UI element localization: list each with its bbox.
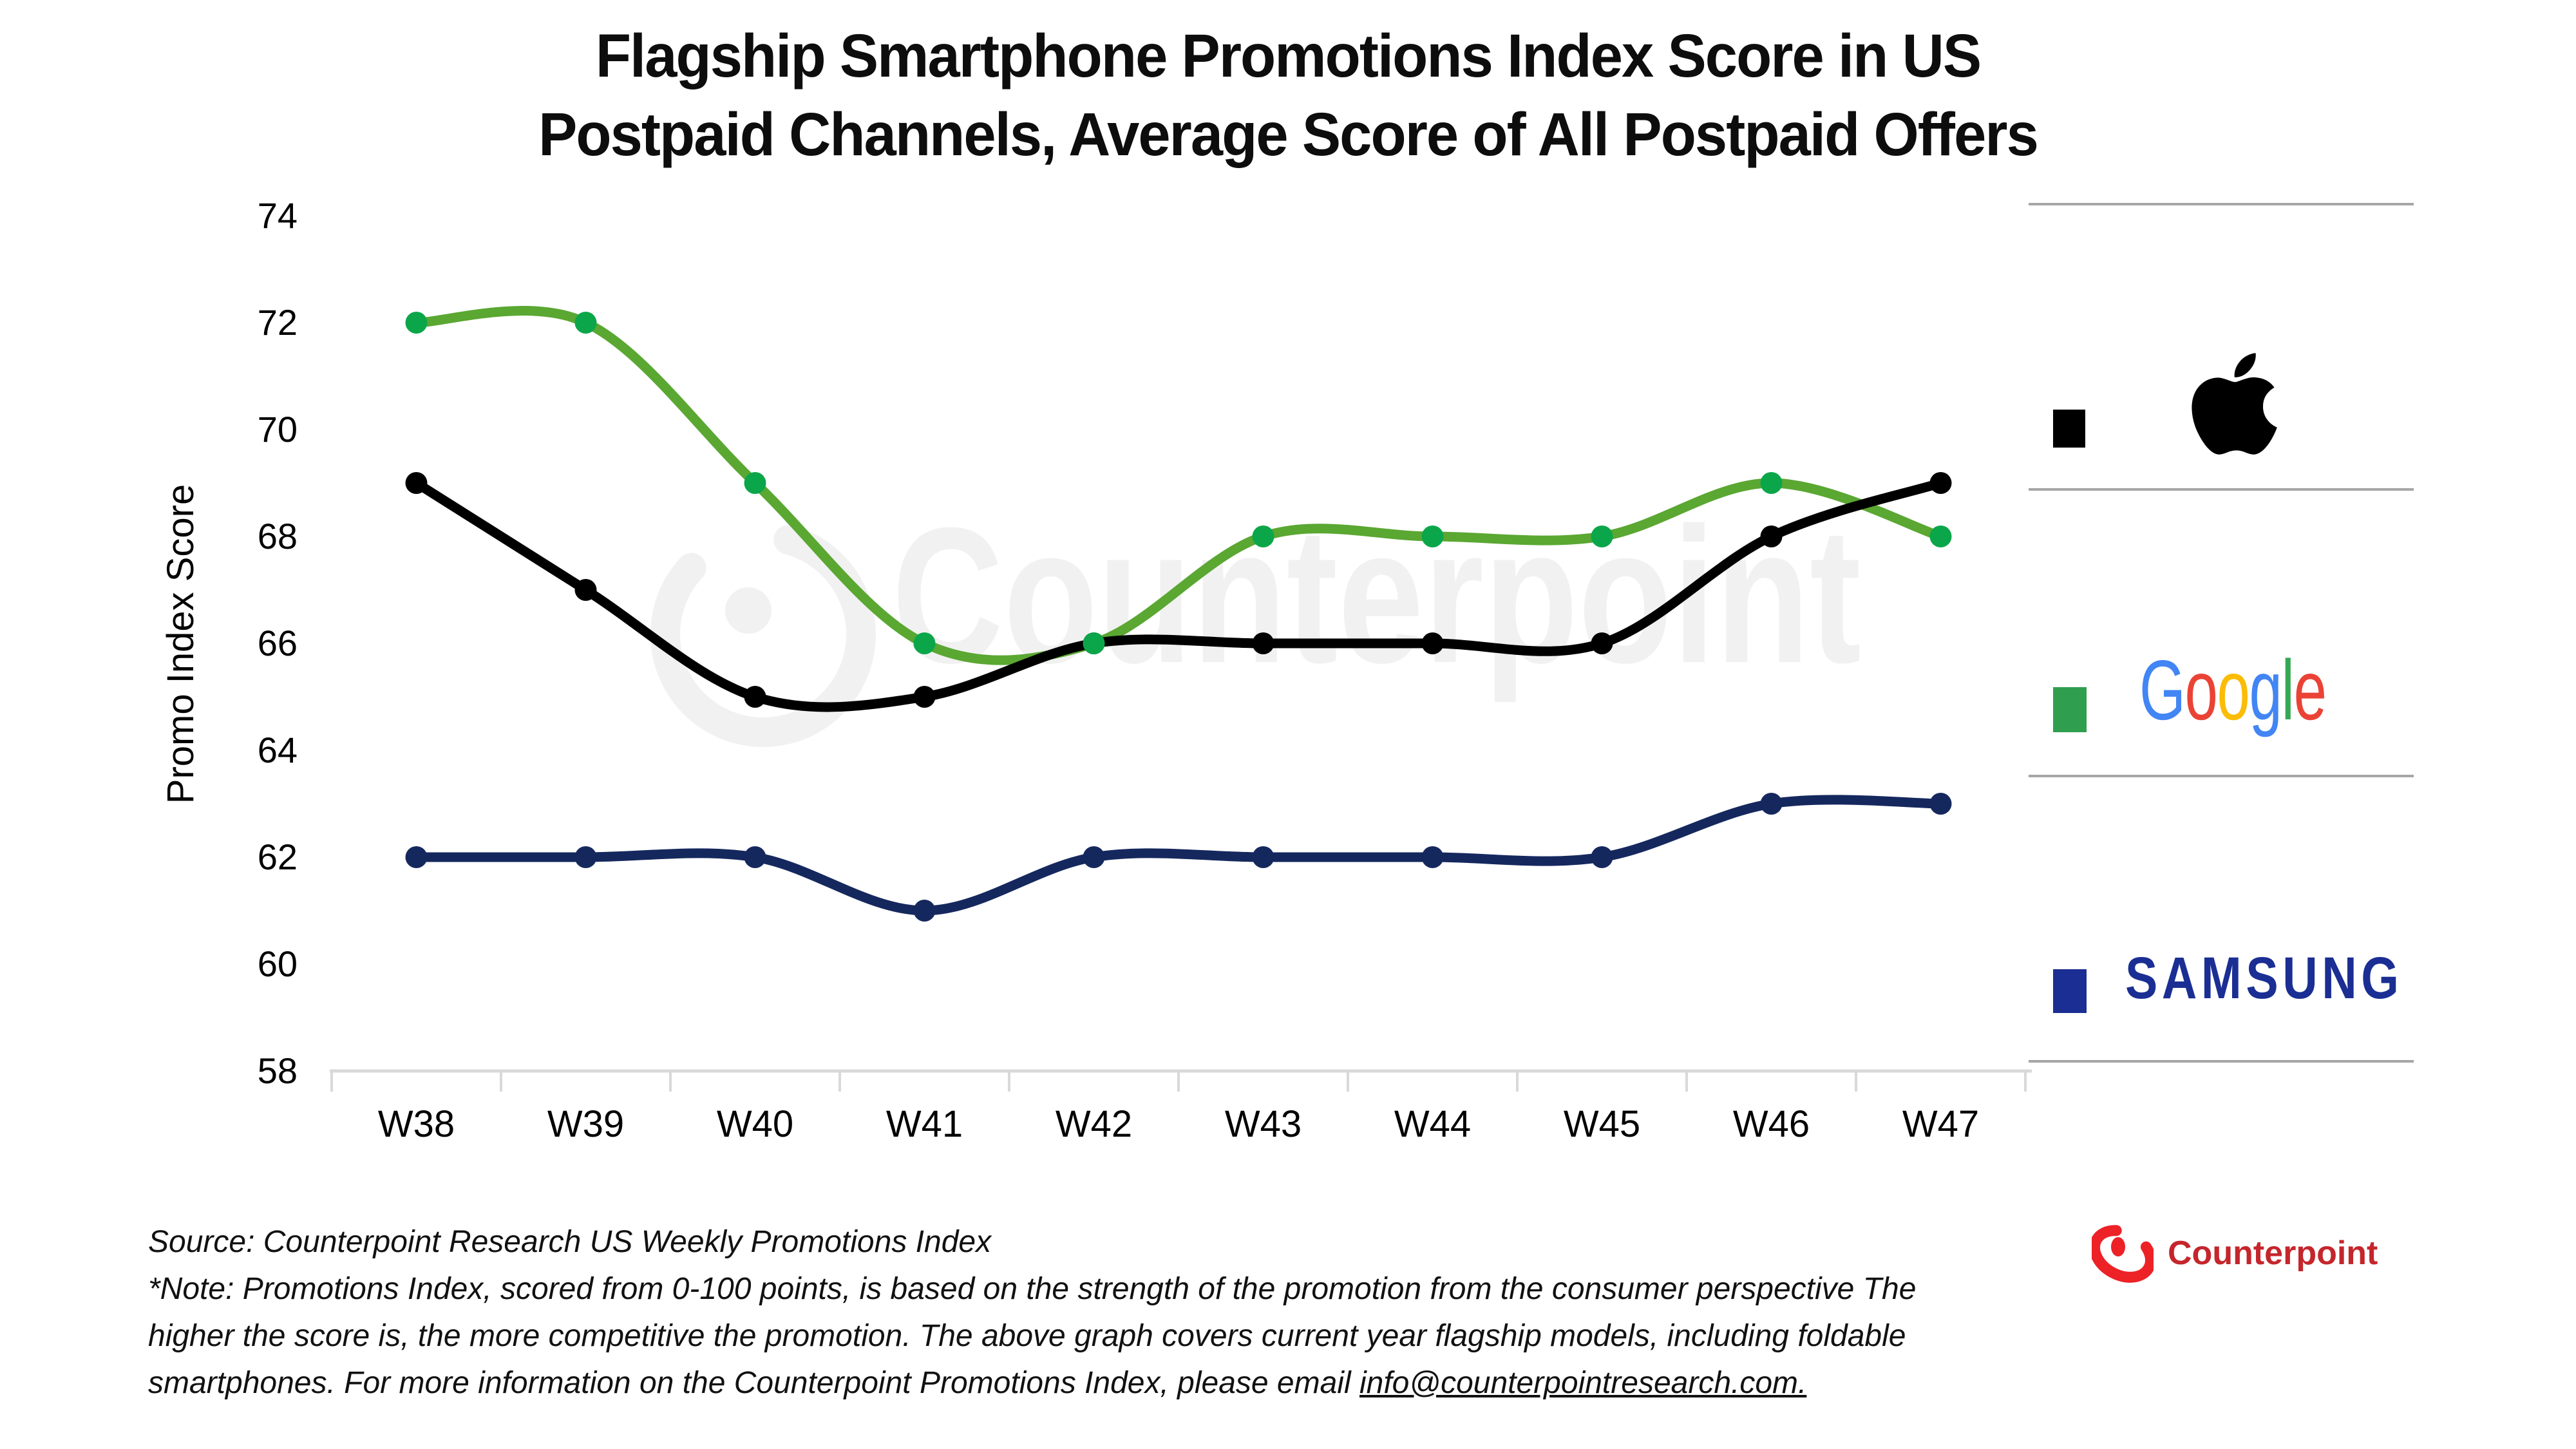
chart-title: Flagship Smartphone Promotions Index Sco…: [64, 17, 2512, 174]
x-tick-label: W39: [547, 1103, 624, 1145]
legend-swatch-apple: [2053, 410, 2085, 448]
series-markers-samsung: [405, 793, 1952, 922]
counterpoint-logo: Counterpoint: [2092, 1211, 2378, 1296]
data-point: [744, 686, 766, 708]
google-logo: Google: [2139, 648, 2327, 733]
series-line-apple: [412, 478, 1946, 712]
data-point: [1929, 526, 1952, 547]
data-point: [744, 472, 766, 494]
email-link[interactable]: info@counterpointresearch.com.: [1359, 1366, 1807, 1400]
note-line-3: smartphones. For more information on the…: [148, 1359, 2016, 1406]
google-letter: o: [2184, 643, 2217, 737]
watermark-ring-icon: [650, 522, 876, 747]
x-tick-label: W38: [378, 1103, 455, 1145]
series-markers-google: [405, 312, 1952, 654]
data-point: [1929, 472, 1952, 494]
y-tick-label: 72: [258, 302, 298, 343]
legend-swatch-samsung: [2053, 969, 2087, 1013]
legend-panel: Google SAMSUNG: [2029, 203, 2421, 1063]
data-point: [1421, 526, 1444, 547]
data-point: [405, 472, 428, 494]
data-point: [574, 846, 597, 868]
counterpoint-mark-icon: [2092, 1225, 2154, 1283]
data-point: [1252, 526, 1274, 547]
chart-title-line2: Postpaid Channels, Average Score of All …: [538, 100, 2039, 169]
data-point: [574, 579, 597, 601]
data-point: [1591, 526, 1613, 547]
data-point: [913, 900, 936, 922]
note-line-2: higher the score is, the more competitiv…: [148, 1319, 1906, 1353]
data-point: [405, 312, 428, 334]
y-tick-label: 68: [258, 516, 298, 556]
source-note: Source: Counterpoint Research US Weekly …: [148, 1218, 2016, 1406]
x-tick-label: W40: [717, 1103, 793, 1145]
series-line-samsung: [412, 795, 1946, 916]
legend-divider: [2029, 203, 2414, 205]
x-tick-label: W46: [1733, 1103, 1810, 1145]
data-point: [1421, 846, 1444, 868]
y-tick-label: 66: [258, 623, 298, 663]
google-letter: g: [2249, 643, 2282, 737]
x-tick-label: W41: [886, 1103, 963, 1145]
series-line-google: [412, 306, 1946, 665]
legend-divider: [2029, 1060, 2414, 1063]
x-tick-label: W47: [1902, 1103, 1979, 1145]
y-tick-label: 62: [258, 837, 298, 877]
legend-swatch-google: [2053, 687, 2087, 732]
data-point: [1252, 632, 1274, 654]
google-letter: G: [2139, 643, 2186, 737]
data-point: [1760, 472, 1783, 494]
counterpoint-logo-text: Counterpoint: [2168, 1235, 2378, 1272]
data-point: [1760, 526, 1783, 547]
y-tick-label: 74: [258, 195, 298, 236]
y-tick-label: 60: [258, 943, 298, 984]
x-tick-label: W42: [1056, 1103, 1132, 1145]
apple-logo-icon: [2192, 353, 2277, 455]
watermark: Counterpoint: [650, 487, 1861, 747]
data-point: [1929, 793, 1952, 815]
x-tick-label: W44: [1394, 1103, 1471, 1145]
data-point: [1252, 846, 1274, 868]
legend-divider: [2029, 488, 2414, 491]
x-tick-label: W45: [1564, 1103, 1640, 1145]
data-point: [1083, 846, 1105, 868]
data-point: [913, 686, 936, 708]
data-point: [744, 846, 766, 868]
data-point: [1083, 632, 1105, 654]
y-tick-label: 70: [258, 409, 298, 450]
chart-title-line1: Flagship Smartphone Promotions Index Sco…: [595, 22, 1982, 90]
promo-index-chart: Counterpoint Promo Index Score 58 60 62 64 66 6…: [160, 195, 2032, 1145]
watermark-dot-icon: [725, 587, 772, 634]
data-point: [1760, 793, 1783, 815]
data-point: [1591, 632, 1613, 654]
google-letter: e: [2293, 643, 2327, 737]
source-line: Source: Counterpoint Research US Weekly …: [148, 1225, 992, 1259]
data-point: [913, 632, 936, 654]
google-letter: o: [2217, 643, 2249, 737]
google-letter: l: [2281, 643, 2295, 737]
note-line-1: *Note: Promotions Index, scored from 0-1…: [148, 1272, 1917, 1306]
y-axis-title: Promo Index Score: [160, 484, 202, 804]
samsung-logo: SAMSUNG: [2125, 945, 2403, 1011]
data-point: [1421, 632, 1444, 654]
y-tick-label: 58: [258, 1050, 298, 1091]
note-line-3-prefix: smartphones. For more information on the…: [148, 1366, 1359, 1400]
data-point: [405, 846, 428, 868]
x-tick-label: W43: [1225, 1103, 1302, 1145]
watermark-text: Counterpoint: [892, 487, 1861, 705]
data-point: [1591, 846, 1613, 868]
data-point: [574, 312, 597, 334]
legend-divider: [2029, 775, 2414, 777]
y-tick-label: 64: [258, 730, 298, 770]
